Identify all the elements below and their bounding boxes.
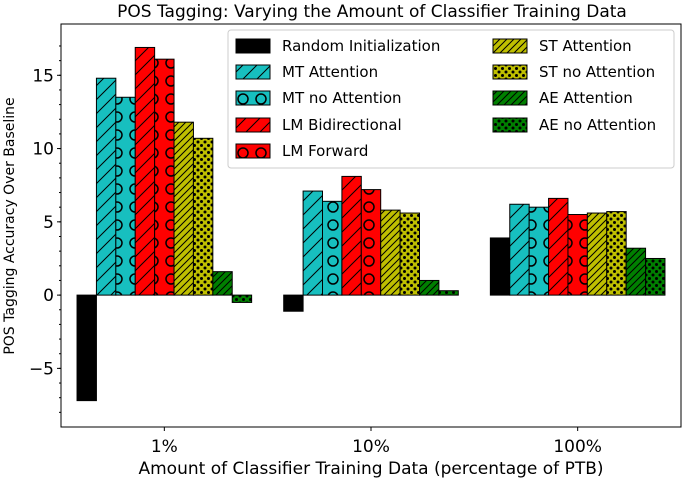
legend-swatch (235, 143, 271, 159)
bar-mt-attention-3 (509, 203, 530, 296)
bar-st-attention-3 (586, 212, 608, 296)
chart-title: POS Tagging: Varying the Amount of Class… (117, 2, 627, 22)
bar-lm-forward-1 (154, 58, 175, 296)
legend-item-ae-attention: AE Attention (492, 89, 633, 107)
x-axis-label: Amount of Classifier Training Data (perc… (138, 459, 603, 479)
legend-label: MT no Attention (282, 89, 402, 107)
legend-item-mt-no-attention: MT no Attention (235, 89, 402, 107)
bar-st-no-attention-3 (606, 211, 627, 296)
bar-random-initialization-3 (489, 237, 511, 296)
y-axis-label: POS Tagging Accuracy Over Baseline (2, 97, 18, 354)
y-tick-label: 5 (43, 213, 54, 233)
legend-swatch (492, 64, 528, 80)
bar-mt-attention-2 (302, 190, 324, 296)
bar-mt-no-attention-2 (322, 200, 343, 296)
bar-lm-bidirectional-2 (341, 175, 362, 296)
bar-lm-bidirectional-3 (548, 197, 569, 296)
x-tick-label: 1% (151, 437, 178, 457)
bar-st-attention-2 (380, 209, 401, 296)
legend-item-mt-attention: MT Attention (235, 63, 378, 81)
x-tick-label: 10% (352, 437, 390, 457)
legend-item-lm-bidirectional: LM Bidirectional (235, 116, 402, 134)
bar-st-no-attention-2 (399, 212, 421, 296)
legend-swatch (235, 38, 271, 54)
bar-ae-no-attention-3 (645, 257, 666, 296)
legend-swatch (235, 90, 271, 106)
bar-mt-no-attention-3 (528, 206, 550, 296)
legend-swatch (235, 117, 271, 133)
bar-mt-no-attention-1 (115, 96, 136, 296)
bar-random-initialization-2 (283, 294, 304, 312)
bar-lm-bidirectional-1 (134, 46, 156, 296)
legend-item-lm-forward: LM Forward (235, 142, 368, 160)
legend-item-st-attention: ST Attention (492, 37, 632, 55)
bar-lm-forward-2 (360, 189, 382, 296)
legend-swatch (235, 64, 271, 80)
bar-ae-attention-2 (419, 279, 440, 296)
y-tick-label: 15 (32, 66, 54, 86)
legend-swatch (492, 38, 528, 54)
bar-mt-attention-1 (95, 77, 117, 296)
bar-lm-forward-3 (567, 214, 588, 296)
legend-swatch (492, 90, 528, 106)
legend-item-st-no-attention: ST no Attention (492, 63, 655, 81)
legend-swatch (492, 117, 528, 133)
bar-ae-attention-1 (212, 271, 233, 296)
bar-ae-no-attention-1 (231, 294, 253, 303)
y-tick-label: −5 (29, 359, 54, 379)
bar-st-attention-1 (173, 121, 194, 296)
legend-box (227, 29, 675, 169)
legend-label: Random Initialization (282, 37, 440, 55)
bar-random-initialization-1 (76, 294, 97, 402)
legend-label: LM Forward (282, 142, 368, 160)
bar-ae-no-attention-2 (438, 290, 459, 296)
legend-item-ae-no-attention: AE no Attention (492, 116, 656, 134)
bar-ae-attention-3 (625, 247, 647, 296)
legend-label: LM Bidirectional (282, 116, 402, 134)
legend-label: AE Attention (539, 89, 633, 107)
legend-label: MT Attention (282, 63, 378, 81)
y-tick-label: 0 (43, 286, 54, 306)
legend-item-random-initialization: Random Initialization (235, 37, 440, 55)
bar-st-no-attention-1 (192, 137, 214, 296)
y-tick-label: 10 (32, 140, 54, 160)
legend: Random Initialization MT Attention MT no A… (227, 29, 675, 169)
x-tick-label: 100% (553, 437, 602, 457)
legend-label: AE no Attention (539, 116, 656, 134)
legend-label: ST no Attention (539, 63, 655, 81)
legend-label: ST Attention (539, 37, 632, 55)
